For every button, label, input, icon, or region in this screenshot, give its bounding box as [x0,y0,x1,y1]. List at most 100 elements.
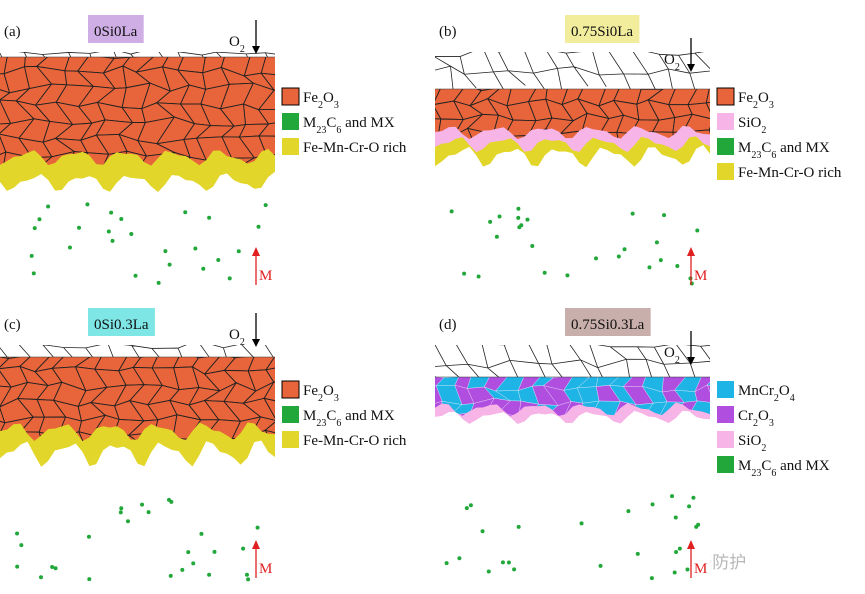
precipitate [565,273,570,278]
precipitate [15,531,20,536]
legend-swatch [717,138,734,155]
precipitate [212,549,217,554]
legend-swatch [717,113,734,130]
legend-swatch [282,113,299,130]
oxide-grain [78,431,104,441]
precipitate [662,213,667,218]
precipitate [695,228,700,233]
precipitate [85,202,90,207]
legend-swatch [282,406,299,423]
metal-arrowhead [687,247,695,256]
precipitate [39,575,44,580]
oxide-grain [215,157,255,166]
legend-swatch [716,87,735,106]
precipitate [236,249,241,254]
precipitate [516,206,521,211]
precipitate [598,563,603,568]
oxide-grain [0,151,7,166]
microstructure [435,345,710,585]
precipitate [77,225,82,230]
precipitate [201,266,206,271]
precipitate [594,256,599,261]
precipitate [263,203,268,208]
oxide-grain [727,74,752,87]
precipitate [199,531,204,536]
precipitate [674,550,679,555]
precipitate [486,569,491,574]
precipitate [488,219,493,224]
precipitate [29,253,34,258]
precipitate [530,243,535,248]
oxygen-label: O2 [229,34,245,55]
oxygen-label: O2 [229,327,245,348]
precipitate [650,502,655,507]
precipitate [87,577,92,582]
precipitate [649,576,654,581]
precipitate [687,504,692,509]
composition-label: 0Si0.3La [94,317,149,333]
panel: (c) 0Si0.3La O2 M Fe2O3 M23C6 and MX Fe-Mn-Cr-… [0,308,407,585]
legend-label: SiO2 [738,115,766,136]
precipitate [670,494,675,499]
oxide-grain [257,108,275,125]
oxide-grain [449,412,473,417]
oxide-grain [283,154,306,177]
precipitate [673,515,678,520]
precipitate [156,280,161,285]
precipitate [476,274,481,279]
grain-boundaries [435,52,710,95]
substrate [435,52,710,292]
precipitate [691,495,696,500]
legend-label: Cr2O3 [738,408,774,429]
precipitate [579,521,584,526]
metal-arrowhead [252,540,260,549]
oxide-grain [705,89,710,104]
precipitate [180,567,185,572]
precipitate [216,258,221,263]
legend-swatch [717,163,734,180]
composition-box [88,15,144,43]
precipitate [685,567,690,572]
grain-boundaries [435,345,710,388]
metal-label: M [259,268,272,284]
legend-label: M23C6 and MX [303,408,395,429]
metal-arrowhead [252,247,260,256]
precipitate [457,556,462,561]
oxygen-arrowhead [687,64,695,72]
precipitate [658,258,663,263]
legend-swatch [281,380,300,399]
microstructure [435,52,752,292]
oxide-grain [171,437,205,441]
precipitate [468,503,473,508]
precipitate [244,572,249,577]
precipitate [255,525,260,530]
precipitate [106,229,111,234]
precipitate [241,546,246,551]
precipitate [512,567,517,572]
precipitate [677,546,682,551]
oxygen-label: O2 [664,345,680,366]
precipitate [207,215,212,220]
precipitate [46,204,51,209]
legend-swatch [282,431,299,448]
precipitate [635,551,640,556]
precipitate [480,529,485,534]
oxide-layer [435,377,710,417]
oxide-grain [707,377,710,378]
precipitate [133,273,138,278]
oxide-grain [0,86,11,108]
precipitate [169,499,174,504]
precipitate [50,564,55,569]
precipitate [464,506,469,511]
metal-label: M [259,561,272,577]
panel-label: (a) [4,24,21,40]
precipitate [626,509,631,514]
precipitate [494,234,499,239]
precipitate [449,209,454,214]
oxide-grain [263,381,275,405]
panel: (d) 0.75Si0.3La O2 M MnCr2O4 Cr2O3 SiO2 M23C6 a… [435,308,830,585]
precipitate [517,225,522,230]
composition-box [88,308,155,336]
legend-swatch [282,138,299,155]
